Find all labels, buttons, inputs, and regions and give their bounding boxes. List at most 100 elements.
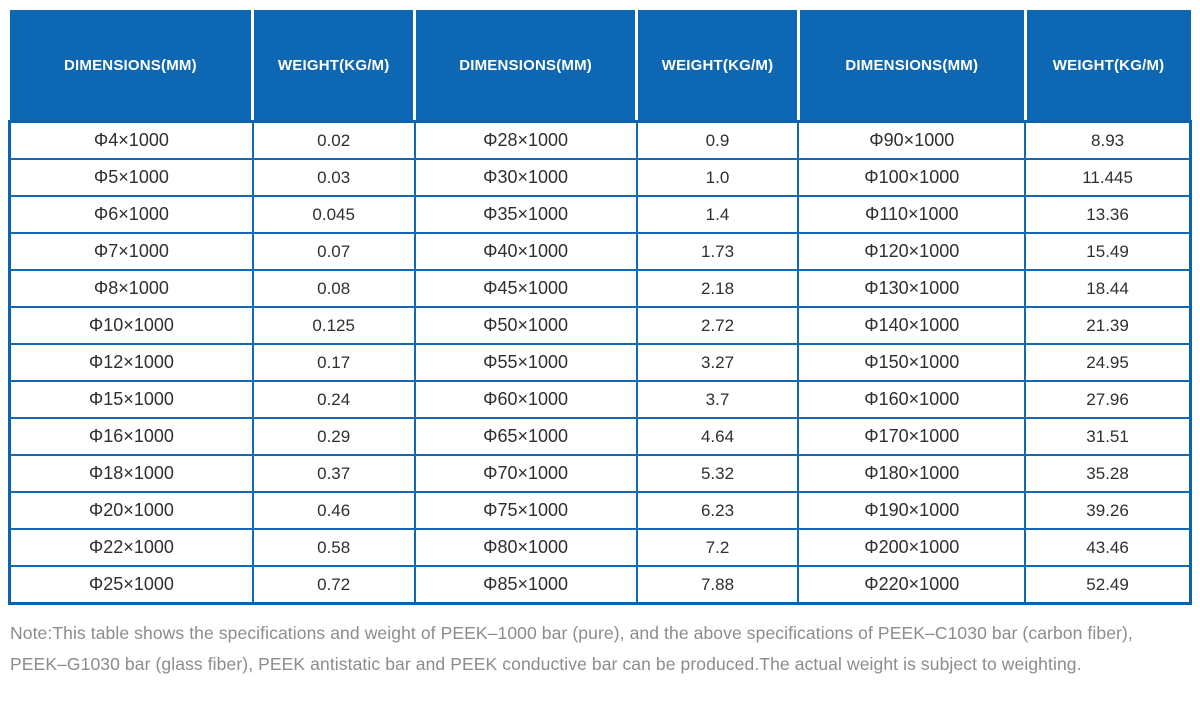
weight-cell: 0.58 — [251, 528, 416, 567]
dimension-cell: Φ130×1000 — [797, 269, 1027, 308]
dimension-cell: Φ18×1000 — [8, 454, 254, 493]
weight-cell: 2.18 — [635, 269, 800, 308]
dimension-cell: Φ45×1000 — [413, 269, 638, 308]
dimension-cell: Φ16×1000 — [8, 417, 254, 456]
dimension-cell: Φ120×1000 — [797, 232, 1027, 271]
weight-cell: 39.26 — [1024, 491, 1192, 530]
weight-cell: 21.39 — [1024, 306, 1192, 345]
weight-cell: 35.28 — [1024, 454, 1192, 493]
weight-cell: 0.03 — [251, 158, 416, 197]
weight-cell: 2.72 — [635, 306, 800, 345]
table-row: Φ20×1000 0.46 Φ75×1000 6.23 Φ190×1000 39.26 — [8, 491, 1192, 530]
table-row: Φ5×1000 0.03 Φ30×1000 1.0 Φ100×1000 11.445 — [8, 158, 1192, 197]
table-row: Φ12×1000 0.17 Φ55×1000 3.27 Φ150×1000 24.95 — [8, 343, 1192, 382]
dimension-cell: Φ220×1000 — [797, 565, 1027, 605]
weight-cell: 0.08 — [251, 269, 416, 308]
dimension-cell: Φ110×1000 — [797, 195, 1027, 234]
dimension-cell: Φ4×1000 — [8, 120, 254, 160]
dimension-cell: Φ180×1000 — [797, 454, 1027, 493]
weight-cell: 0.17 — [251, 343, 416, 382]
dimension-cell: Φ55×1000 — [413, 343, 638, 382]
weight-cell: 15.49 — [1024, 232, 1192, 271]
weight-cell: 4.64 — [635, 417, 800, 456]
column-header-weight: WEIGHT(KG/M) — [1023, 10, 1191, 123]
dimension-cell: Φ8×1000 — [8, 269, 254, 308]
table-row: Φ18×1000 0.37 Φ70×1000 5.32 Φ180×1000 35.28 — [8, 454, 1192, 493]
note-text: Note:This table shows the specifications… — [10, 623, 1133, 674]
weight-cell: 0.07 — [251, 232, 416, 271]
weight-cell: 8.93 — [1024, 120, 1192, 160]
dimension-cell: Φ22×1000 — [8, 528, 254, 567]
dimension-cell: Φ5×1000 — [8, 158, 254, 197]
table-body: Φ4×1000 0.02 Φ28×1000 0.9 Φ90×1000 8.93 Φ5×100… — [8, 120, 1192, 605]
dimension-cell: Φ12×1000 — [8, 343, 254, 382]
weight-cell: 43.46 — [1024, 528, 1192, 567]
weight-cell: 0.72 — [251, 565, 416, 605]
weight-cell: 13.36 — [1024, 195, 1192, 234]
table-row: Φ16×1000 0.29 Φ65×1000 4.64 Φ170×1000 31.51 — [8, 417, 1192, 456]
weight-cell: 0.02 — [251, 120, 416, 160]
dimension-cell: Φ20×1000 — [8, 491, 254, 530]
dimension-cell: Φ25×1000 — [8, 565, 254, 605]
weight-cell: 18.44 — [1024, 269, 1192, 308]
table-row: Φ10×1000 0.125 Φ50×1000 2.72 Φ140×1000 21.39 — [8, 306, 1192, 345]
weight-cell: 11.445 — [1024, 158, 1192, 197]
weight-cell: 3.27 — [635, 343, 800, 382]
weight-cell: 24.95 — [1024, 343, 1192, 382]
column-header-weight: WEIGHT(KG/M) — [251, 10, 415, 123]
dimension-cell: Φ140×1000 — [797, 306, 1027, 345]
weight-cell: 7.88 — [635, 565, 800, 605]
table-row: Φ22×1000 0.58 Φ80×1000 7.2 Φ200×1000 43.46 — [8, 528, 1192, 567]
weight-cell: 0.24 — [251, 380, 416, 419]
column-header-weight: WEIGHT(KG/M) — [635, 10, 799, 123]
dimension-cell: Φ190×1000 — [797, 491, 1027, 530]
dimension-cell: Φ200×1000 — [797, 528, 1027, 567]
weight-cell: 3.7 — [635, 380, 800, 419]
table-row: Φ25×1000 0.72 Φ85×1000 7.88 Φ220×1000 52.49 — [8, 565, 1192, 605]
dimension-cell: Φ30×1000 — [413, 158, 638, 197]
dimension-cell: Φ40×1000 — [413, 232, 638, 271]
table-row: Φ8×1000 0.08 Φ45×1000 2.18 Φ130×1000 18.44 — [8, 269, 1192, 308]
table-header: DIMENSIONS(MM) WEIGHT(KG/M) DIMENSIONS(MM)… — [9, 10, 1191, 123]
weight-cell: 31.51 — [1024, 417, 1192, 456]
dimension-cell: Φ85×1000 — [413, 565, 638, 605]
dimension-cell: Φ15×1000 — [8, 380, 254, 419]
dimension-cell: Φ160×1000 — [797, 380, 1027, 419]
dimension-cell: Φ7×1000 — [8, 232, 254, 271]
weight-cell: 1.73 — [635, 232, 800, 271]
dimension-cell: Φ80×1000 — [413, 528, 638, 567]
column-header-dimensions: DIMENSIONS(MM) — [9, 10, 253, 123]
weight-cell: 7.2 — [635, 528, 800, 567]
weight-cell: 0.46 — [251, 491, 416, 530]
weight-cell: 0.9 — [635, 120, 800, 160]
dimension-cell: Φ50×1000 — [413, 306, 638, 345]
weight-cell: 0.29 — [251, 417, 416, 456]
weight-cell: 1.0 — [635, 158, 800, 197]
dimension-cell: Φ150×1000 — [797, 343, 1027, 382]
dimension-cell: Φ70×1000 — [413, 454, 638, 493]
table-row: Φ7×1000 0.07 Φ40×1000 1.73 Φ120×1000 15.49 — [8, 232, 1192, 271]
dimension-cell: Φ100×1000 — [797, 158, 1027, 197]
dimension-cell: Φ60×1000 — [413, 380, 638, 419]
dimension-cell: Φ75×1000 — [413, 491, 638, 530]
dimension-cell: Φ6×1000 — [8, 195, 254, 234]
weight-cell: 0.045 — [251, 195, 416, 234]
dimension-cell: Φ90×1000 — [797, 120, 1027, 160]
dimension-cell: Φ10×1000 — [8, 306, 254, 345]
table-row: Φ6×1000 0.045 Φ35×1000 1.4 Φ110×1000 13.36 — [8, 195, 1192, 234]
header-row: DIMENSIONS(MM) WEIGHT(KG/M) DIMENSIONS(MM)… — [9, 10, 1191, 123]
dimension-cell: Φ35×1000 — [413, 195, 638, 234]
dimension-cell: Φ170×1000 — [797, 417, 1027, 456]
column-header-dimensions: DIMENSIONS(MM) — [796, 10, 1026, 123]
table-row: Φ4×1000 0.02 Φ28×1000 0.9 Φ90×1000 8.93 — [8, 120, 1192, 160]
dimension-cell: Φ28×1000 — [413, 120, 638, 160]
table-row: Φ15×1000 0.24 Φ60×1000 3.7 Φ160×1000 27.96 — [8, 380, 1192, 419]
weight-cell: 0.125 — [251, 306, 416, 345]
spec-table: DIMENSIONS(MM) WEIGHT(KG/M) DIMENSIONS(MM)… — [8, 10, 1192, 605]
weight-cell: 6.23 — [635, 491, 800, 530]
weight-cell: 1.4 — [635, 195, 800, 234]
column-header-dimensions: DIMENSIONS(MM) — [413, 10, 637, 123]
weight-cell: 52.49 — [1024, 565, 1192, 605]
weight-cell: 27.96 — [1024, 380, 1192, 419]
